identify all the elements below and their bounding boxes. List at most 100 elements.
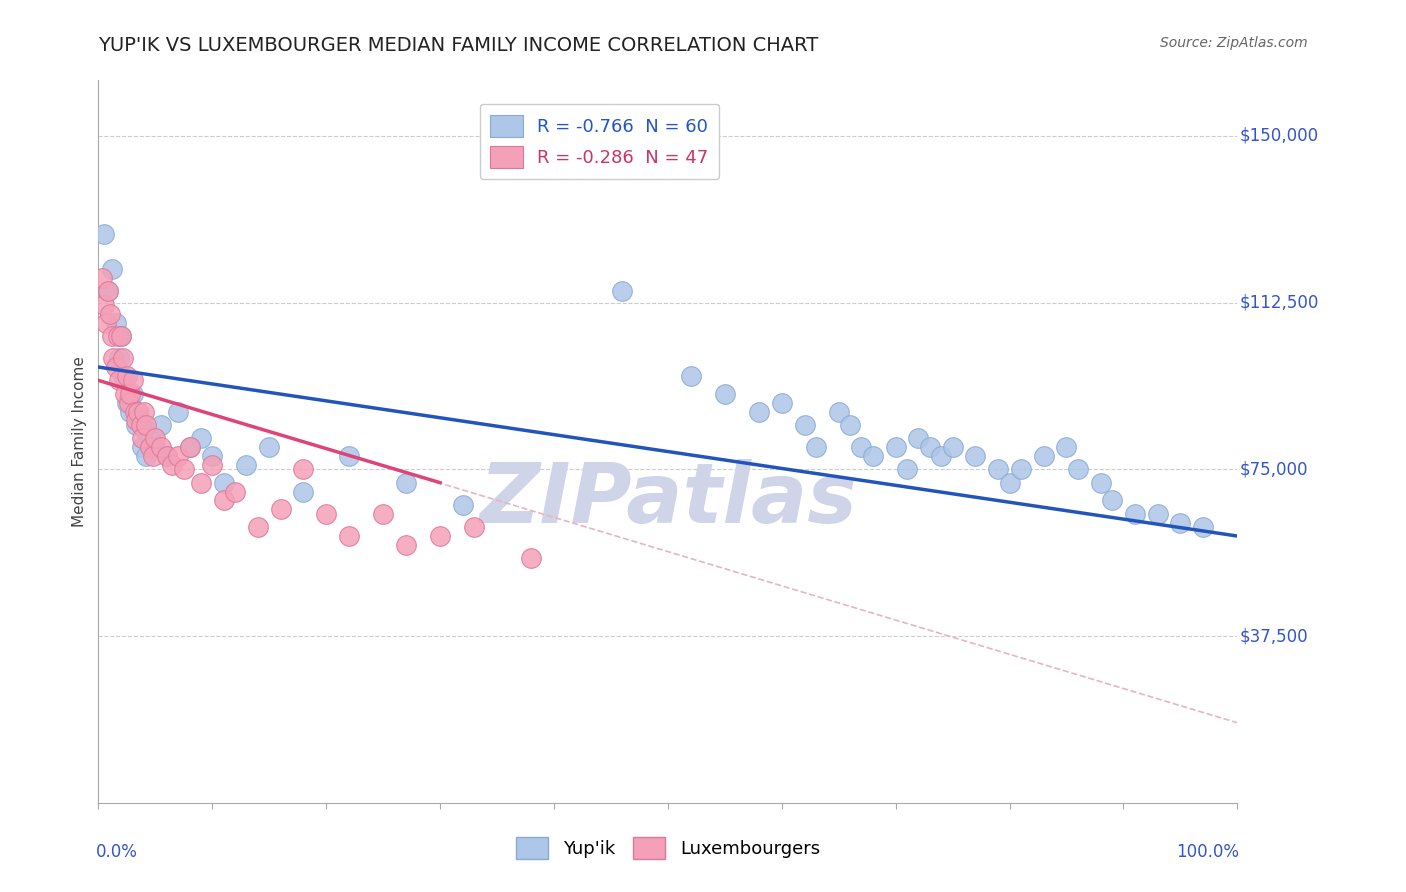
Text: 100.0%: 100.0%	[1177, 843, 1240, 861]
Point	[131, 440, 153, 454]
Legend: Yup'ik, Luxembourgers: Yup'ik, Luxembourgers	[509, 830, 827, 866]
Point	[770, 395, 793, 409]
Point	[131, 431, 153, 445]
Point	[918, 440, 941, 454]
Point	[142, 449, 165, 463]
Point	[337, 449, 360, 463]
Point	[395, 538, 418, 552]
Point	[156, 449, 179, 463]
Text: 0.0%: 0.0%	[96, 843, 138, 861]
Point	[190, 475, 212, 490]
Point	[1146, 507, 1168, 521]
Text: ZIPatlas: ZIPatlas	[479, 458, 856, 540]
Point	[110, 329, 132, 343]
Point	[246, 520, 269, 534]
Point	[998, 475, 1021, 490]
Point	[125, 417, 148, 432]
Point	[235, 458, 257, 472]
Point	[929, 449, 952, 463]
Point	[150, 440, 173, 454]
Point	[167, 449, 190, 463]
Point	[315, 507, 337, 521]
Point	[429, 529, 451, 543]
Point	[1032, 449, 1054, 463]
Point	[120, 404, 142, 418]
Point	[90, 271, 112, 285]
Point	[1010, 462, 1032, 476]
Point	[896, 462, 918, 476]
Text: $112,500: $112,500	[1240, 293, 1319, 311]
Point	[145, 440, 167, 454]
Point	[463, 520, 485, 534]
Text: $75,000: $75,000	[1240, 460, 1308, 478]
Point	[120, 386, 142, 401]
Point	[884, 440, 907, 454]
Point	[114, 386, 136, 401]
Point	[93, 298, 115, 312]
Point	[212, 475, 235, 490]
Point	[292, 462, 315, 476]
Point	[132, 422, 155, 436]
Point	[127, 404, 149, 418]
Point	[942, 440, 965, 454]
Text: YUP'IK VS LUXEMBOURGER MEDIAN FAMILY INCOME CORRELATION CHART: YUP'IK VS LUXEMBOURGER MEDIAN FAMILY INC…	[98, 36, 818, 54]
Point	[520, 551, 543, 566]
Point	[93, 227, 115, 241]
Point	[121, 373, 143, 387]
Point	[212, 493, 235, 508]
Point	[804, 440, 827, 454]
Point	[451, 498, 474, 512]
Point	[162, 458, 184, 472]
Point	[270, 502, 292, 516]
Point	[828, 404, 851, 418]
Point	[96, 285, 118, 299]
Point	[793, 417, 815, 432]
Point	[124, 404, 146, 418]
Point	[851, 440, 873, 454]
Point	[127, 404, 149, 418]
Point	[101, 262, 124, 277]
Point	[173, 462, 195, 476]
Point	[190, 431, 212, 445]
Point	[138, 440, 160, 454]
Point	[1192, 520, 1215, 534]
Point	[1170, 516, 1192, 530]
Point	[138, 431, 160, 445]
Point	[612, 285, 634, 299]
Point	[107, 329, 129, 343]
Point	[987, 462, 1010, 476]
Point	[96, 316, 118, 330]
Point	[201, 458, 224, 472]
Point	[96, 285, 118, 299]
Point	[110, 329, 132, 343]
Point	[135, 449, 157, 463]
Point	[1123, 507, 1146, 521]
Point	[839, 417, 862, 432]
Point	[121, 386, 143, 401]
Point	[104, 360, 127, 375]
Point	[292, 484, 315, 499]
Point	[108, 351, 131, 366]
Point	[179, 440, 201, 454]
Point	[115, 395, 138, 409]
Point	[118, 395, 141, 409]
Text: Source: ZipAtlas.com: Source: ZipAtlas.com	[1160, 36, 1308, 50]
Point	[1090, 475, 1112, 490]
Point	[224, 484, 246, 499]
Point	[201, 449, 224, 463]
Point	[965, 449, 987, 463]
Point	[337, 529, 360, 543]
Point	[145, 431, 167, 445]
Point	[135, 417, 157, 432]
Point	[132, 404, 155, 418]
Point	[862, 449, 884, 463]
Point	[103, 351, 125, 366]
Point	[108, 373, 131, 387]
Point	[1067, 462, 1090, 476]
Point	[129, 417, 152, 432]
Point	[112, 368, 135, 383]
Text: $150,000: $150,000	[1240, 127, 1319, 145]
Point	[104, 316, 127, 330]
Point	[156, 449, 179, 463]
Point	[115, 368, 138, 383]
